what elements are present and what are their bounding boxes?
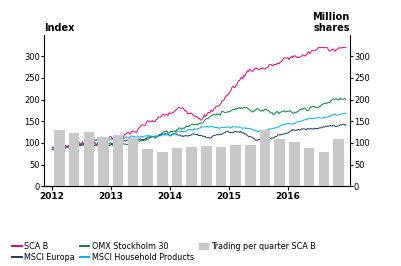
Text: Million
shares: Million shares	[312, 12, 349, 33]
Text: Index: Index	[44, 23, 75, 33]
Bar	[98, 137, 109, 186]
Bar	[259, 130, 270, 186]
Bar	[303, 148, 314, 186]
Bar	[200, 146, 211, 186]
Bar	[186, 147, 196, 186]
Bar	[332, 139, 343, 186]
Bar	[171, 148, 182, 186]
Bar	[113, 135, 123, 186]
Bar	[215, 147, 226, 186]
Bar	[230, 145, 240, 186]
Legend: SCA B, MSCI Europa, OMX Stockholm 30, MSCI Household Products, Trading per quart: SCA B, MSCI Europa, OMX Stockholm 30, MS…	[12, 242, 315, 262]
Bar	[245, 145, 255, 186]
Bar	[83, 132, 94, 186]
Bar	[54, 130, 65, 186]
Bar	[318, 152, 328, 186]
Bar	[69, 133, 79, 186]
Bar	[156, 152, 167, 186]
Bar	[274, 139, 284, 186]
Bar	[142, 149, 152, 186]
Bar	[127, 138, 138, 186]
Bar	[288, 142, 299, 186]
